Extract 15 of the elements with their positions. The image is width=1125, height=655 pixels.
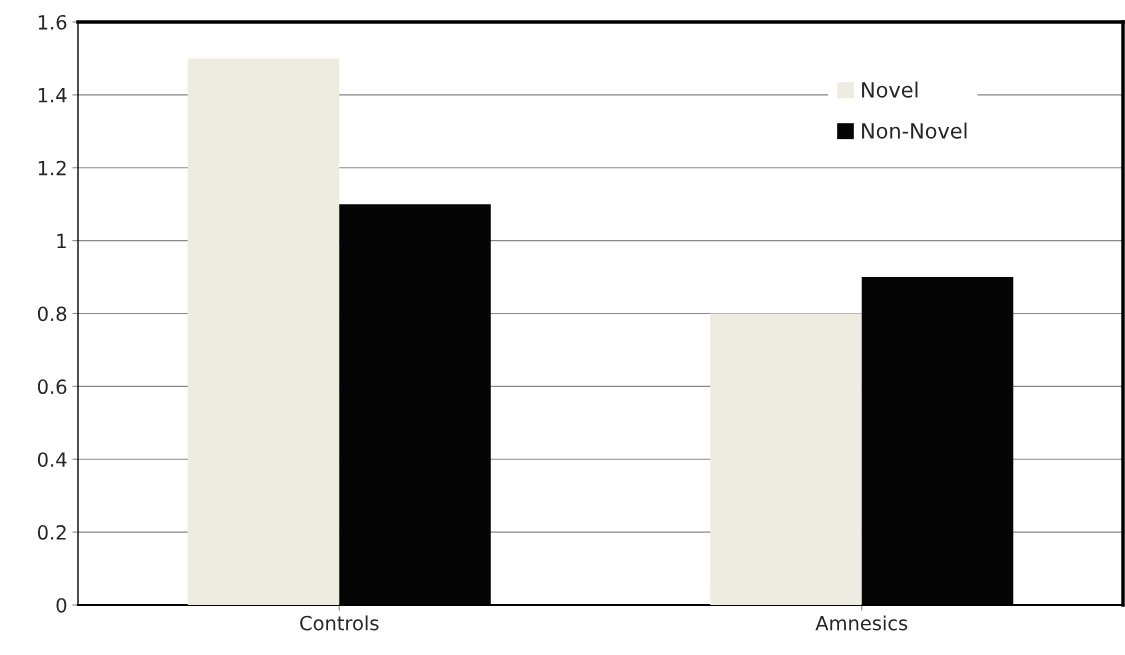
- y-tick-label: 0.8: [37, 306, 67, 322]
- y-tick-label: 1.2: [38, 160, 66, 176]
- legend-label: Novel: [862, 81, 918, 98]
- y-tick-label: 0.2: [37, 525, 66, 540]
- y-tick-label: 0.6: [37, 379, 67, 395]
- bar: [187, 58, 340, 605]
- y-tick-label: 1: [57, 233, 66, 249]
- x-tick-label: Amnesics: [815, 615, 908, 631]
- y-tick-label: 0.4: [37, 452, 67, 467]
- y-tick-label: 1.4: [38, 88, 67, 103]
- legend-label: Non-Novel: [862, 122, 967, 139]
- x-tick-label: Controls: [300, 615, 379, 631]
- y-tick-label: 1.6: [38, 14, 67, 30]
- bar: [710, 313, 862, 605]
- y-tick-label: 0: [56, 597, 67, 613]
